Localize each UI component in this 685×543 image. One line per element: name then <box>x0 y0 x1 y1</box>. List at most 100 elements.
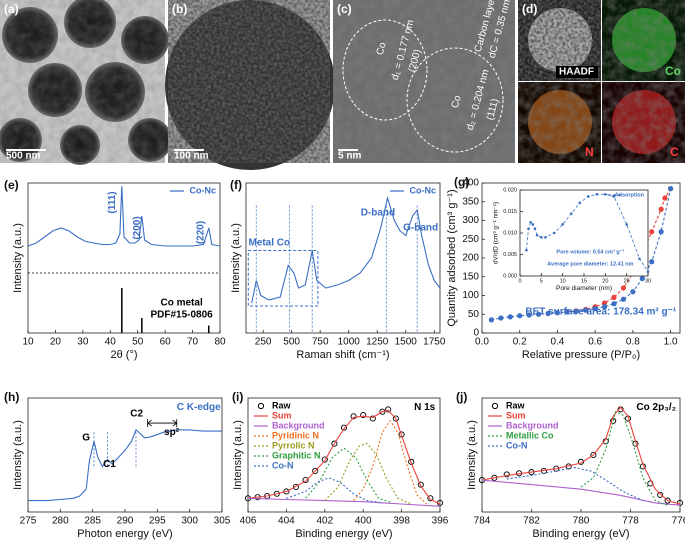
data-point <box>667 186 674 192</box>
plot-area <box>27 397 223 513</box>
chart: 0 5 10 15 20 25 30 0.000 0.005 0.010 0.015 0.020 Por… <box>493 187 651 291</box>
data-point <box>417 481 424 488</box>
data-point <box>578 201 582 205</box>
data-point <box>612 195 616 198</box>
chart: (f) 250 500 750 1000 1250 1500 1750 Raman shift … <box>230 178 446 361</box>
y-tick-label: 0.015 <box>503 209 517 215</box>
x-tick-label: 10 <box>22 337 34 348</box>
data-point <box>331 440 338 447</box>
x-tick-label: 0.4 <box>550 337 564 348</box>
data-point <box>620 296 627 302</box>
x-tick-label: 80 <box>214 337 226 348</box>
annotation: D-band <box>361 208 395 219</box>
panel-label: (g) <box>454 175 469 189</box>
x-tick-label: 30 <box>77 337 89 348</box>
x-tick-label: 1500 <box>395 337 418 348</box>
annotation: BET surface area: 178.34 m² g⁻¹ <box>525 307 677 318</box>
series-line <box>286 477 383 504</box>
series-line <box>580 410 668 506</box>
data-point <box>658 229 664 235</box>
y-axis-label: Quantity adsorbed (cm³ g⁻¹) <box>446 189 458 326</box>
legend-label: Adsorption <box>615 192 645 198</box>
data-point <box>595 193 599 196</box>
data-point <box>273 490 280 497</box>
data-point <box>488 317 495 323</box>
x-tick-label: 400 <box>355 516 372 527</box>
plot-area <box>27 182 221 334</box>
chart: (j) 784 782 780 778 776 Binding energy (eV) Int… <box>456 390 685 540</box>
note: Co <box>450 94 464 110</box>
note: (111) <box>485 97 501 121</box>
x-tick-label: 290 <box>117 516 134 527</box>
data-point <box>535 233 539 237</box>
data-point <box>302 477 309 484</box>
x-tick-label: 1.0 <box>664 337 678 348</box>
data-point <box>544 236 547 239</box>
data-point <box>554 310 561 316</box>
legend-label: Co-N <box>272 460 294 470</box>
scale-bar-label: 100 nm <box>174 151 209 162</box>
panel-label: (a) <box>4 2 19 16</box>
legend-label: Metallic Co <box>506 430 554 440</box>
x-tick-label: 305 <box>214 516 231 527</box>
x-tick-label: 5 <box>540 278 543 284</box>
annotation: Average pore diameter: 12.41 nm <box>547 261 633 267</box>
x-tick-label: 40 <box>105 337 117 348</box>
x-tick-label: 0.0 <box>475 337 489 348</box>
image-c: (c) Co d₁ = 0.177 nm (200) Carbon layer … <box>333 0 515 163</box>
x-tick-label: 30 <box>645 278 651 284</box>
legend-label: Graphitic N <box>272 450 321 460</box>
data-point <box>545 310 551 317</box>
legend-label: Co-Nc <box>410 185 437 195</box>
series-line <box>305 447 393 504</box>
scale-bar-label: 500 nm <box>6 151 41 162</box>
x-tick-label: 780 <box>573 516 590 527</box>
x-axis-label: Raman shift (cm⁻¹) <box>296 349 389 361</box>
data-point <box>385 406 392 413</box>
x-tick-label: 15 <box>581 278 587 284</box>
x-tick-label: 50 <box>132 337 144 348</box>
x-tick-label: 20 <box>50 337 62 348</box>
x-tick-label: 1000 <box>338 337 361 348</box>
plot-area <box>481 397 681 513</box>
series-line <box>247 497 441 507</box>
data-point <box>408 458 415 465</box>
data-point <box>649 229 655 235</box>
annotation: (111) <box>107 191 118 213</box>
y-tick-label: 300 <box>462 215 479 226</box>
data-point <box>611 294 617 300</box>
panel-label: (c) <box>337 2 352 16</box>
legend-swatch <box>257 402 265 410</box>
y-tick-label: 0.010 <box>503 230 517 236</box>
x-axis-label: Photon energy (eV) <box>77 528 172 540</box>
x-tick-label: 0.8 <box>626 337 640 348</box>
x-tick-label: 60 <box>160 337 172 348</box>
data-point <box>525 248 528 252</box>
data-point <box>533 227 537 230</box>
annotation: G <box>82 433 90 444</box>
data-point <box>498 315 504 321</box>
data-point <box>564 309 570 315</box>
x-tick-label: 10 <box>560 278 566 284</box>
annotation: (200) <box>132 216 143 239</box>
x-tick-label: 784 <box>474 516 491 527</box>
series-line <box>353 419 427 505</box>
data-point <box>649 259 655 265</box>
y-tick-label: 0.000 <box>503 273 517 279</box>
legend-label: Raw <box>506 400 526 410</box>
x-axis-label: Binding energy (eV) <box>532 528 629 540</box>
legend-label: Sum <box>506 410 526 420</box>
data-point <box>657 491 664 498</box>
x-axis-label: Binding energy (eV) <box>295 528 392 540</box>
series-line <box>506 466 644 502</box>
x-tick-label: 396 <box>432 516 449 527</box>
y-axis-label: Intensity (a.u.) <box>12 223 24 293</box>
scale-bar-label: 5 nm <box>338 151 361 162</box>
data-point <box>590 451 597 459</box>
data-point <box>561 223 564 226</box>
legend-label: Pyrrolic N <box>272 440 315 450</box>
panel-label: (e) <box>4 178 19 192</box>
x-axis-label: Relative pressure (P/P₀) <box>522 349 640 361</box>
annotation: Pore volume: 0.54 cm³ g⁻¹ <box>556 248 624 255</box>
